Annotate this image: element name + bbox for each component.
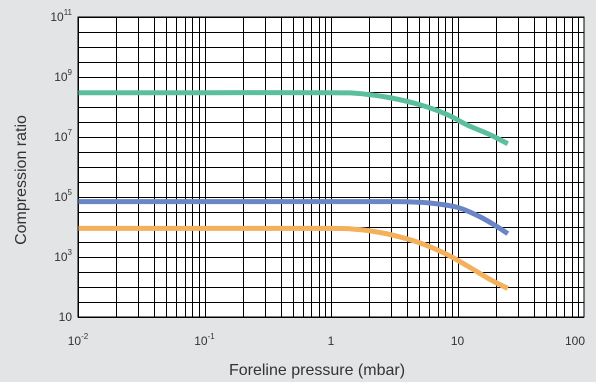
plot-frame (77, 16, 585, 318)
x-tick-label: 10 (451, 334, 465, 348)
x-tick-label: 10-2 (68, 332, 89, 348)
series-line-3 (77, 225, 509, 291)
y-tick-label: 1011 (50, 8, 72, 24)
series-line-1 (78, 90, 509, 146)
y-tick-label: 103 (54, 248, 72, 264)
y-tick-label: 10 (59, 310, 73, 324)
series-line-2 (77, 199, 510, 236)
y-tick-label: 109 (54, 68, 72, 84)
y-tick-label: 105 (54, 188, 72, 204)
y-axis-title: Compression ratio (13, 115, 30, 245)
grid-lines (78, 17, 584, 318)
y-tick-labels: 10 103 105 107 109 1011 (50, 8, 72, 324)
x-tick-label: 10-1 (194, 332, 215, 348)
x-tick-labels: 10-2 10-1 1 10 100 (68, 332, 586, 348)
series-lines (77, 90, 510, 291)
x-tick-label: 1 (328, 334, 335, 348)
x-axis-title: Foreline pressure (mbar) (229, 362, 405, 379)
x-tick-label: 100 (565, 334, 585, 348)
y-tick-label: 107 (54, 128, 72, 144)
